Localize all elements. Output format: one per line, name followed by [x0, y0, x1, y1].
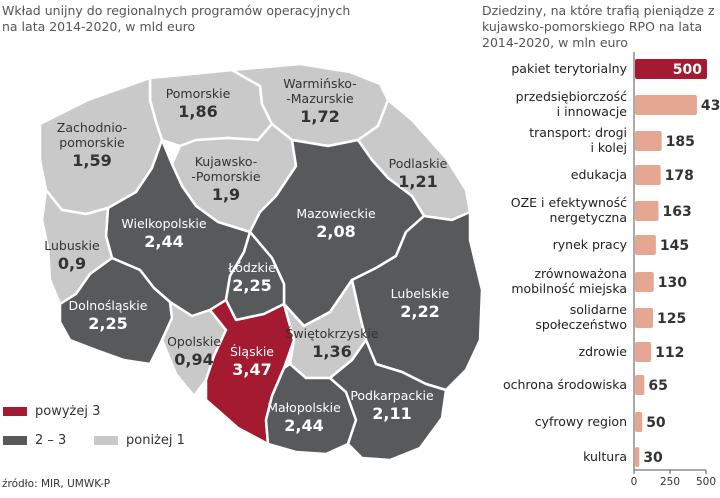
region-label-zachodnio-pomorskie: Zachodnio-pomorskie	[57, 120, 127, 150]
region-value-mazowieckie: 2,08	[316, 222, 355, 241]
region-label-malopolskie: Małopolskie	[267, 400, 341, 415]
bar-chart: 0 250 500 500 pakiet terytorialny 430 przedsię…	[503, 52, 720, 488]
region-value-lubuskie: 0,9	[58, 254, 86, 273]
legend-item-low: poniżej 1	[94, 433, 185, 448]
region-value-dolnoslaskie: 2,25	[88, 314, 127, 333]
region-value-wielkopolskie: 2,44	[144, 232, 183, 251]
bar-transport-drogi-i-kolej	[635, 131, 662, 151]
legend-label-mid: 2 – 3	[35, 433, 67, 448]
bar-chart-title: Dziedziny, na które trafią pieniądze z k…	[482, 3, 715, 50]
category-label-zdrowie: zdrowie	[579, 344, 628, 359]
bar-cyfrowy-region	[635, 412, 643, 432]
region-value-slaskie: 3,47	[232, 360, 271, 379]
bar-value-pakiet-terytorialny: 500	[673, 62, 702, 78]
category-label-kultura: kultura	[583, 449, 627, 464]
category-label-pakiet-terytorialny: pakiet terytorialny	[511, 61, 627, 76]
bar-rynek-pracy	[635, 235, 656, 255]
bar-value-oze-i-efektywnosc-nergetyczna: 163	[662, 204, 691, 220]
category-label-transport-drogi-i-kolej: transport: drogi i kolej	[529, 125, 627, 155]
region-value-kujawsko-pomorskie: 1,9	[212, 185, 240, 204]
region-label-swietokrzyskie: Świętokrzyskie	[285, 326, 378, 341]
bar-value-cyfrowy-region: 50	[646, 415, 666, 431]
x-tick-label: 500	[696, 476, 716, 488]
x-tick-label: 250	[660, 476, 680, 488]
region-label-dolnoslaskie: Dolnośląskie	[69, 298, 148, 313]
category-label-edukacja: edukacja	[571, 167, 627, 182]
region-podkarpackie	[328, 338, 448, 462]
region-label-podkarpackie: Podkarpackie	[350, 388, 434, 403]
bar-oze-i-efektywnosc-nergetyczna	[635, 201, 659, 221]
bar-solidarne-spoleczenstwo	[635, 308, 653, 328]
bar-zrownowazona-mobilnosc-miejska	[635, 272, 654, 292]
bar-przedsiebiorczosc-i-innowacje	[635, 95, 697, 115]
region-label-lubuskie: Lubuskie	[44, 238, 100, 253]
legend-item-mid: 2 – 3	[3, 433, 66, 448]
bar-value-solidarne-spoleczenstwo: 125	[657, 311, 686, 327]
region-label-slaskie: Śląskie	[230, 344, 274, 359]
bar-value-zdrowie: 112	[655, 345, 684, 361]
region-label-podlaskie: Podlaskie	[389, 156, 448, 171]
legend-swatch-low	[94, 436, 118, 445]
region-value-opolskie: 0,94	[174, 350, 213, 369]
region-value-podkarpackie: 2,11	[372, 404, 411, 423]
region-label-kujawsko-pomorskie: Kujawsko--Pomorskie	[191, 154, 260, 184]
bar-value-przedsiebiorczosc-i-innowacje: 430	[701, 98, 720, 114]
map-title: Wkład unijny do regionalnych programów o…	[2, 3, 351, 34]
region-value-pomorskie: 1,86	[178, 102, 217, 121]
bar-value-edukacja: 178	[665, 168, 694, 184]
bar-value-kultura: 30	[643, 450, 663, 466]
bar-pakiet-terytorialny	[635, 59, 707, 79]
bar-kultura	[635, 447, 640, 467]
category-label-przedsiebiorczosc-i-innowacje: przedsiębiorczość i innowacje	[516, 89, 628, 119]
category-label-ochrona-srodowiska: ochrona środowiska	[503, 377, 627, 392]
x-tick-label: 0	[631, 476, 638, 488]
region-value-lodzkie: 2,25	[232, 276, 271, 295]
legend-item-high: powyżej 3	[3, 404, 100, 419]
category-label-cyfrowy-region: cyfrowy region	[535, 414, 627, 429]
region-value-podlaskie: 1,21	[398, 172, 437, 191]
bar-ochrona-srodowiska	[635, 375, 645, 395]
region-label-lodzkie: Łódzkie	[227, 260, 276, 275]
legend-swatch-mid	[3, 436, 27, 445]
region-value-zachodnio-pomorskie: 1,59	[72, 151, 111, 170]
region-label-warminsko-mazurskie: Warmińsko--Mazurskie	[283, 76, 356, 106]
category-label-oze-i-efektywnosc-nergetyczna: OZE i efektywność nergetyczna	[511, 195, 627, 225]
region-value-lubelskie: 2,22	[400, 302, 439, 321]
bar-value-transport-drogi-i-kolej: 185	[666, 134, 695, 150]
region-label-mazowieckie: Mazowieckie	[296, 206, 376, 221]
legend-swatch-high	[3, 407, 27, 416]
bar-edukacja	[635, 165, 661, 185]
legend-label-low: poniżej 1	[126, 433, 185, 448]
region-value-warminsko-mazurskie: 1,72	[300, 107, 339, 126]
source-note: źródło: MIR, UMWK-P	[2, 478, 111, 490]
bar-value-ochrona-srodowiska: 65	[648, 378, 667, 394]
region-label-lubelskie: Lubelskie	[391, 286, 450, 301]
bar-value-zrownowazona-mobilnosc-miejska: 130	[658, 275, 687, 291]
region-label-opolskie: Opolskie	[167, 334, 221, 349]
bar-value-rynek-pracy: 145	[660, 238, 689, 254]
region-label-pomorskie: Pomorskie	[166, 86, 231, 101]
region-value-malopolskie: 2,44	[284, 416, 323, 435]
category-label-solidarne-spoleczenstwo: solidarne społeczeństwo	[535, 302, 627, 332]
category-label-rynek-pracy: rynek pracy	[553, 237, 628, 252]
category-label-zrownowazona-mobilnosc-miejska: zrównoważona mobilność miejska	[511, 266, 627, 296]
bar-zdrowie	[635, 342, 652, 362]
legend-label-high: powyżej 3	[35, 404, 101, 419]
region-value-swietokrzyskie: 1,36	[312, 342, 351, 361]
region-label-wielkopolskie: Wielkopolskie	[121, 216, 206, 231]
